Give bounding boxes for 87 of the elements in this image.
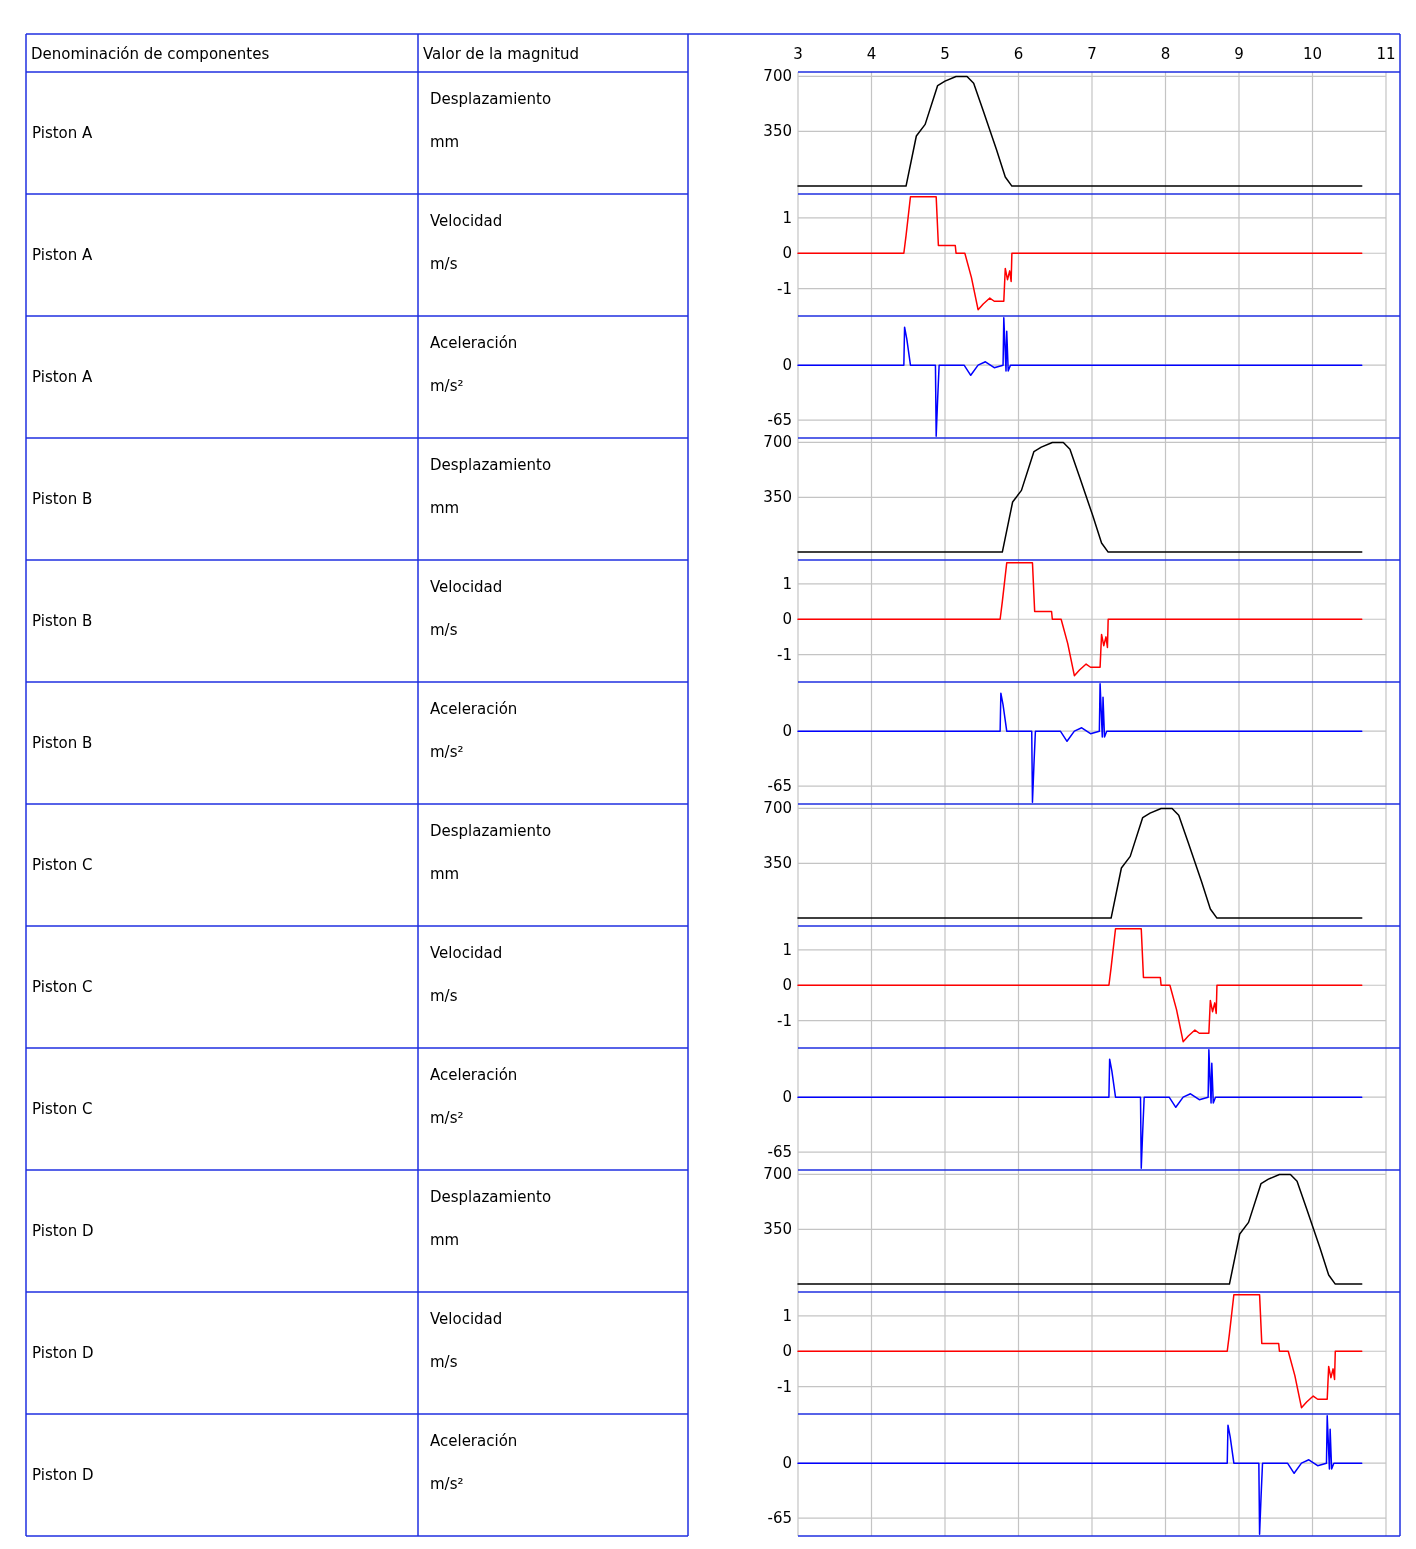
y-tick-label: -65 <box>767 1143 792 1162</box>
y-tick-label: 0 <box>782 1454 792 1473</box>
text: Piston B <box>32 490 93 508</box>
y-axis-title: m/s² <box>430 1475 464 1493</box>
text: Piston B <box>32 612 93 630</box>
line-series <box>797 928 1363 1043</box>
x-tick-label: 8 <box>1160 45 1171 63</box>
text: Desplazamiento <box>430 1188 552 1206</box>
y-tick-label: 700 <box>763 1165 792 1184</box>
text: Piston D <box>32 1344 94 1362</box>
text: Piston A <box>32 368 94 386</box>
text: Piston C <box>32 1100 93 1118</box>
x-tick-label: 7 <box>1087 45 1097 63</box>
y-tick-label: -65 <box>767 777 792 796</box>
text: Piston C <box>32 978 93 996</box>
line-series <box>797 1173 1363 1285</box>
y-axis-title: m/s <box>430 255 458 273</box>
line-series <box>797 75 1363 187</box>
y-tick-label: 350 <box>763 1220 792 1239</box>
y-tick-label: -1 <box>777 1377 792 1396</box>
y-tick-label: 350 <box>763 122 792 141</box>
text: Aceleración <box>430 700 518 718</box>
y-axis-title: m/s <box>430 1353 458 1371</box>
text: Piston C <box>32 856 93 874</box>
line-series <box>797 317 1363 437</box>
y-axis-title: m/s² <box>430 1109 464 1127</box>
y-tick-label: 1 <box>782 208 792 227</box>
x-tick-label: 11 <box>1376 45 1396 63</box>
x-tick-label: 5 <box>940 45 950 63</box>
line-series <box>797 441 1363 553</box>
text: Velocidad <box>430 944 503 962</box>
line-series <box>797 562 1363 677</box>
line-series <box>797 683 1363 803</box>
y-tick-label: 1 <box>782 940 792 959</box>
text: Denominación de componentes <box>31 45 270 63</box>
y-axis-title: m/s² <box>430 377 464 395</box>
x-tick-label: 10 <box>1302 45 1323 63</box>
y-tick-label: 350 <box>763 488 792 507</box>
text: Desplazamiento <box>430 90 552 108</box>
text: Piston D <box>32 1222 94 1240</box>
text: Piston A <box>32 124 94 142</box>
y-axis-title: m/s² <box>430 743 464 761</box>
text: Aceleración <box>430 1066 518 1084</box>
y-tick-label: 1 <box>782 574 792 593</box>
text: Desplazamiento <box>430 822 552 840</box>
y-tick-label: 0 <box>782 610 792 629</box>
y-axis-title: m/s <box>430 621 458 639</box>
y-tick-label: 0 <box>782 976 792 995</box>
y-axis-title: mm <box>430 1231 460 1249</box>
y-tick-label: -65 <box>767 411 792 430</box>
text: Valor de la magnitud <box>423 45 580 63</box>
line-series <box>797 807 1363 919</box>
text: Aceleración <box>430 1432 518 1450</box>
x-tick-label: 3 <box>793 45 803 63</box>
y-tick-label: 1 <box>782 1306 792 1325</box>
y-tick-label: 0 <box>782 1342 792 1361</box>
x-tick-label: 4 <box>866 45 877 63</box>
y-axis-title: mm <box>430 499 460 517</box>
line-series <box>797 196 1363 311</box>
text: Piston A <box>32 246 94 264</box>
y-tick-label: 0 <box>782 244 792 263</box>
text: Desplazamiento <box>430 456 552 474</box>
y-tick-label: -1 <box>777 279 792 298</box>
text: Velocidad <box>430 578 503 596</box>
y-tick-label: 700 <box>763 799 792 818</box>
text: Velocidad <box>430 212 503 230</box>
y-tick-label: -1 <box>777 645 792 664</box>
text: Piston D <box>32 1466 94 1484</box>
line-series <box>797 1049 1363 1169</box>
y-tick-label: 0 <box>782 1088 792 1107</box>
y-tick-label: 0 <box>782 722 792 741</box>
line-series <box>797 1415 1363 1535</box>
y-axis-title: m/s <box>430 987 458 1005</box>
y-tick-label: 700 <box>763 67 792 86</box>
y-tick-label: 350 <box>763 854 792 873</box>
line-series <box>797 1294 1363 1409</box>
y-tick-label: -65 <box>767 1509 792 1528</box>
y-tick-label: -1 <box>777 1011 792 1030</box>
text: Velocidad <box>430 1310 503 1328</box>
y-axis-title: mm <box>430 865 460 883</box>
x-tick-label: 9 <box>1234 45 1244 63</box>
x-tick-label: 6 <box>1013 45 1024 63</box>
y-axis-title: mm <box>430 133 460 151</box>
text: Piston B <box>32 734 93 752</box>
y-tick-label: 0 <box>782 356 792 375</box>
y-tick-label: 700 <box>763 433 792 452</box>
text: Aceleración <box>430 334 518 352</box>
